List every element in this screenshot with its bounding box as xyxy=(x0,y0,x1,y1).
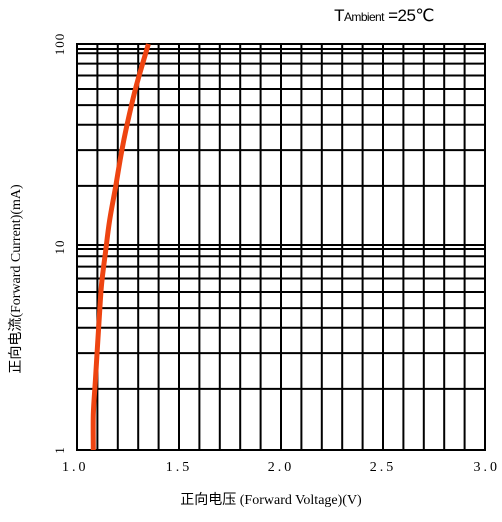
y-axis-title: 正向电流(Forward Current)(mA) xyxy=(8,184,24,374)
plot-frame xyxy=(76,43,486,451)
annotation-subscript: Ambient xyxy=(344,10,384,24)
x-tick-label: 2.0 xyxy=(268,460,295,475)
x-tick-label: 3.0 xyxy=(474,460,501,475)
x-tick-label: 1.5 xyxy=(166,460,193,475)
y-tick-label: 1 xyxy=(52,446,67,454)
x-tick-label: 1.0 xyxy=(62,460,89,475)
y-tick-label: 10 xyxy=(52,240,67,255)
x-tick-label: 2.5 xyxy=(370,460,397,475)
y-tick-labels: 1 10 100 xyxy=(52,33,67,454)
grid-lines xyxy=(77,44,485,450)
x-tick-labels: 1.0 1.5 2.0 2.5 3.0 xyxy=(62,460,501,475)
annotation-unit: ℃ xyxy=(415,6,434,25)
annotation-t: T xyxy=(334,6,345,25)
y-tick-label: 100 xyxy=(52,33,67,56)
x-axis-title: 正向电压 (Forward Voltage)(V) xyxy=(180,492,362,508)
ambient-temperature-note: TAmbient =25℃ xyxy=(334,6,434,26)
forward-current-curve xyxy=(90,43,151,451)
annotation-value: =25 xyxy=(383,6,416,25)
